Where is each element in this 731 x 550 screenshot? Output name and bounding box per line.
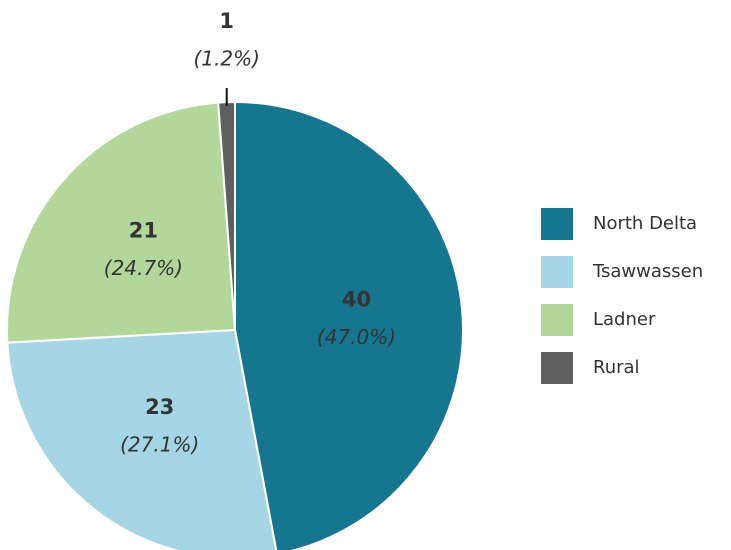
legend-swatch	[541, 352, 573, 384]
slice-percent: (1.2%)	[194, 47, 260, 71]
legend-swatch	[541, 256, 573, 288]
slice-percent: (24.7%)	[104, 256, 183, 280]
pie-slice	[234, 100, 464, 550]
pie-slice	[6, 328, 278, 550]
pie-slice	[6, 101, 237, 344]
slice-percent: (27.1%)	[120, 432, 199, 456]
legend-label: North Delta	[593, 213, 697, 234]
legend-label: Rural	[593, 357, 640, 378]
slice-value: 21	[129, 218, 158, 242]
legend-swatch	[541, 304, 573, 336]
slice-value: 40	[342, 288, 371, 312]
legend-label: Ladner	[593, 309, 656, 330]
legend-swatch	[541, 208, 573, 240]
slice-value: 1	[219, 9, 234, 33]
slice-percent: (47.0%)	[317, 325, 396, 349]
slice-value: 23	[145, 395, 174, 419]
legend-label: Tsawwassen	[592, 261, 703, 282]
